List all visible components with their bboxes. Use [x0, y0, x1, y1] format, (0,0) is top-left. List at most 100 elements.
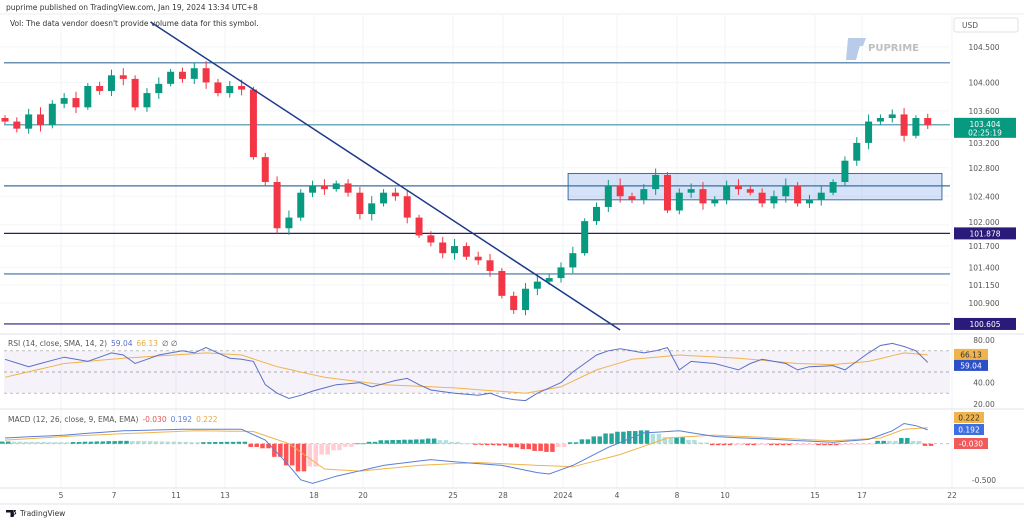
macd-histogram-bar	[804, 443, 809, 446]
macd-histogram-bar	[289, 443, 295, 466]
price-tick-label: 102.000	[968, 218, 999, 227]
macd-histogram-bar	[295, 443, 301, 472]
candle-body	[817, 192, 825, 200]
rsi-extra: ∅ ∅	[162, 339, 177, 348]
macd-legend: MACD (12, 26, close, 9, EMA, EMA) -0.030 0…	[8, 415, 218, 424]
price-tag-label: 100.605	[969, 320, 1000, 329]
time-label: 18	[309, 491, 319, 500]
macd-histogram-bar	[467, 443, 472, 445]
macd-histogram-bar	[591, 436, 596, 444]
time-label: 20	[358, 491, 368, 500]
macd-histogram-bar	[354, 443, 360, 445]
candle-body	[344, 183, 352, 193]
candle-body	[628, 196, 636, 200]
macd-histogram-bar	[757, 443, 762, 446]
time-label: 15	[810, 491, 820, 500]
price-tag	[954, 227, 1016, 240]
candle-body	[48, 103, 56, 126]
macd-tick-label: -0.500	[972, 476, 996, 485]
macd-histogram-bar	[307, 443, 313, 467]
macd-histogram-bar	[816, 443, 821, 446]
published-header: puprime published on TradingView.com, Ja…	[6, 3, 258, 12]
macd-histogram-bar	[638, 430, 644, 444]
macd-histogram-bar	[195, 442, 200, 444]
currency-box[interactable]	[953, 17, 1019, 33]
rsi-title: RSI (14, close, SMA, 14, 2)	[8, 339, 107, 348]
rsi-tick-label: 80.00	[973, 336, 995, 345]
candle-body	[652, 174, 660, 190]
tradingview-logo[interactable]: TradingView	[6, 509, 65, 518]
candle-body	[297, 192, 305, 218]
candle-body	[711, 199, 719, 204]
macd-histogram-bar	[343, 443, 348, 447]
macd-histogram-bar	[242, 441, 248, 444]
time-axis[interactable]: 5 7 11 13 18 20 25 28 2024 4 8 10 15 17 22	[59, 491, 957, 500]
candle-body	[604, 185, 612, 207]
macd-histogram-bar	[899, 437, 904, 444]
macd-histogram-bar	[0, 441, 5, 444]
macd-histogram-bar	[686, 439, 691, 444]
macd-histogram-bar	[207, 442, 212, 444]
macd-histogram-bar	[632, 431, 638, 444]
time-label: 4	[615, 491, 620, 500]
candle-body	[261, 157, 269, 183]
macd-tag-label: 0.192	[958, 426, 980, 435]
macd-histogram-bar	[556, 443, 561, 448]
rsi-legend: RSI (14, close, SMA, 14, 2) 59.04 66.13 ∅ ∅	[8, 339, 177, 348]
macd-histogram-bar	[562, 443, 567, 448]
time-label: 5	[59, 491, 64, 500]
price-pane[interactable]	[1, 21, 951, 331]
candle-body	[439, 242, 447, 254]
candle-body	[486, 260, 494, 271]
macd-histogram-bar	[408, 439, 413, 444]
macd-line	[4, 422, 928, 484]
candle-body	[214, 82, 222, 94]
macd-histogram-bar	[147, 441, 153, 444]
candle-body	[841, 160, 849, 183]
candle-body	[72, 98, 80, 108]
watermark-text: PUPRIME	[868, 43, 919, 54]
macd-histogram-bar	[869, 443, 875, 445]
price-axis[interactable]: 104.500 104.000 103.600 103.200 102.800 102.4…	[954, 43, 1016, 330]
price-tag	[954, 317, 1016, 330]
macd-histogram-bar	[893, 440, 898, 444]
volume-note: Vol: The data vendor doesn't provide vol…	[10, 19, 259, 28]
macd-histogram-bar	[236, 441, 242, 444]
time-label: 17	[857, 491, 867, 500]
candle-body	[36, 114, 44, 126]
macd-histogram-bar	[579, 439, 585, 444]
macd-histogram-bar	[124, 440, 129, 444]
macd-histogram-bar	[153, 441, 159, 444]
current-price-tag	[954, 117, 1016, 138]
macd-histogram-bar	[319, 443, 324, 455]
consolidation-box	[567, 172, 943, 201]
candle-body	[178, 71, 186, 79]
macd-histogram-bar	[283, 443, 289, 466]
macd-histogram-bar	[479, 443, 484, 445]
candle-body	[427, 235, 435, 243]
macd-histogram-bar	[420, 439, 425, 444]
price-tick-label: 100.900	[968, 299, 999, 308]
tv-logo-icon	[6, 510, 17, 517]
macd-histogram-bar	[29, 441, 35, 444]
candle-body	[474, 256, 482, 261]
candle-body	[746, 189, 754, 193]
candle-body	[640, 189, 648, 200]
rsi-tick-label: 40.00	[973, 379, 995, 388]
macd-histogram-bar	[727, 443, 733, 446]
macd-histogram-bar	[567, 442, 573, 444]
macd-histogram-bar	[603, 433, 608, 444]
rsi-pane[interactable]: 80.00 40.00 20.00 66.13 59.04	[4, 336, 995, 409]
macd-histogram-bar	[538, 443, 543, 451]
macd-value: 0.192	[171, 415, 193, 424]
macd-histogram-bar	[88, 441, 94, 444]
candle-body	[782, 185, 790, 197]
price-tick-label: 101.400	[968, 263, 999, 272]
macd-histogram-bar	[313, 443, 319, 467]
candle-body	[226, 85, 234, 94]
macd-histogram-bar	[189, 442, 194, 444]
macd-histogram-bar	[774, 443, 780, 446]
macd-histogram-bar	[384, 440, 390, 444]
